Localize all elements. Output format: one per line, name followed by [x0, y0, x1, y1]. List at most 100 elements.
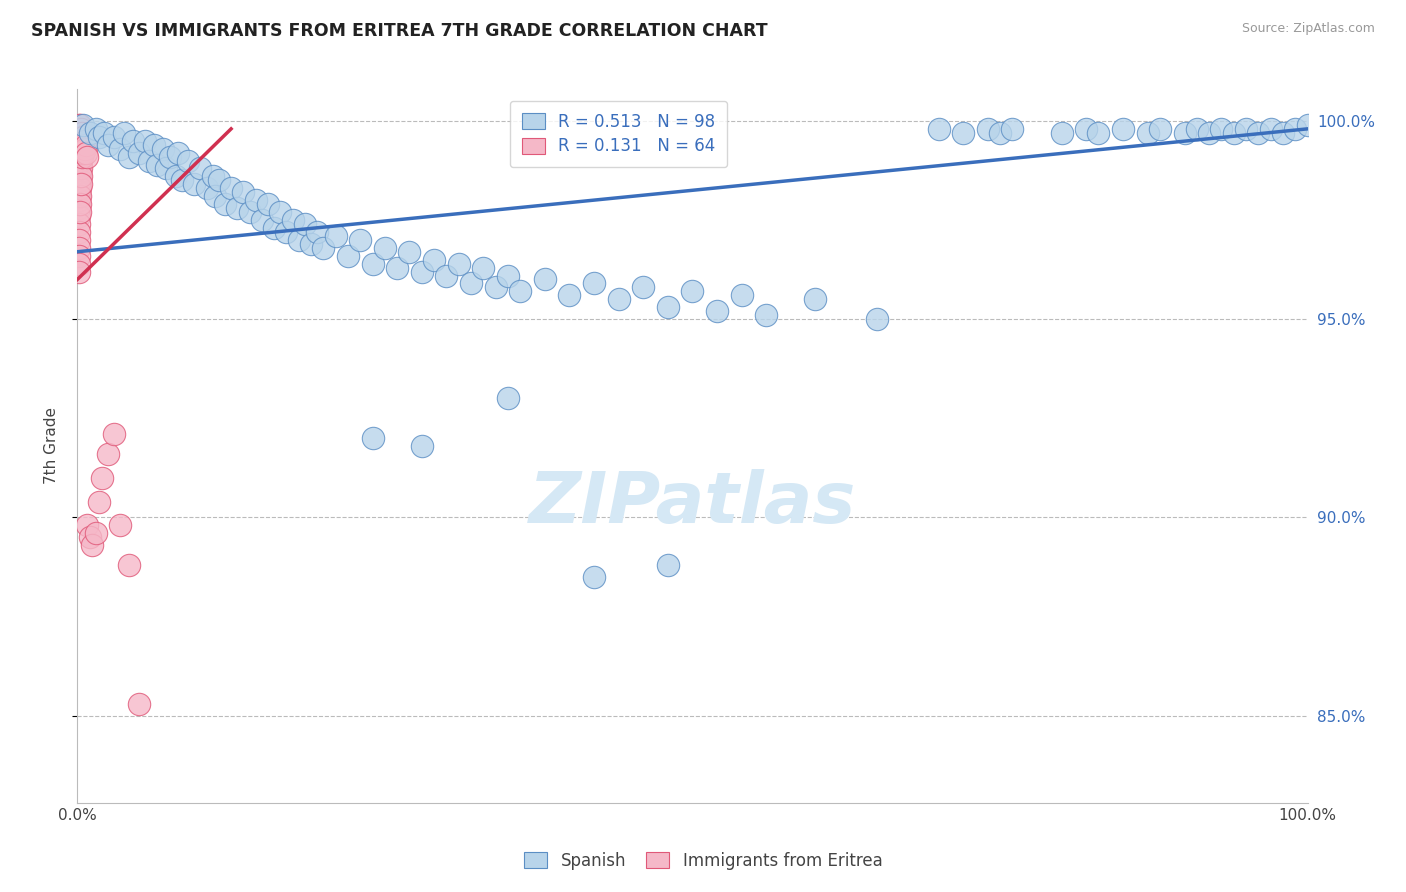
Point [138, 153, 160, 168]
Point [69, 142, 91, 156]
Point [1112, 121, 1135, 136]
Point [250, 213, 273, 227]
Point [67, 161, 90, 176]
Point [177, 153, 200, 168]
Point [76, 518, 98, 533]
Point [165, 169, 187, 184]
Point [70, 145, 93, 160]
Point [1174, 126, 1197, 140]
Point [928, 121, 950, 136]
Point [325, 228, 347, 243]
Point [195, 181, 218, 195]
Point [152, 142, 174, 156]
Point [159, 150, 181, 164]
Point [866, 312, 889, 326]
Point [755, 308, 778, 322]
Point [447, 257, 470, 271]
Point [423, 252, 446, 267]
Point [214, 197, 236, 211]
Point [558, 288, 581, 302]
Text: SPANISH VS IMMIGRANTS FROM ERITREA 7TH GRADE CORRELATION CHART: SPANISH VS IMMIGRANTS FROM ERITREA 7TH G… [31, 22, 768, 40]
Point [1149, 121, 1171, 136]
Y-axis label: 7th Grade: 7th Grade [44, 408, 59, 484]
Point [170, 173, 193, 187]
Point [67, 186, 90, 200]
Point [90, 471, 114, 485]
Point [72, 137, 94, 152]
Point [97, 447, 120, 461]
Point [682, 285, 704, 299]
Point [263, 221, 285, 235]
Point [118, 150, 141, 164]
Point [245, 193, 267, 207]
Point [385, 260, 409, 275]
Point [496, 392, 519, 406]
Point [72, 145, 94, 160]
Point [731, 288, 754, 302]
Point [70, 161, 93, 176]
Point [76, 150, 98, 164]
Point [70, 137, 93, 152]
Point [208, 173, 231, 187]
Point [509, 285, 531, 299]
Point [112, 126, 135, 140]
Point [1185, 121, 1208, 136]
Point [288, 233, 311, 247]
Point [70, 150, 93, 164]
Point [103, 129, 125, 144]
Point [1136, 126, 1159, 140]
Point [988, 126, 1011, 140]
Point [472, 260, 495, 275]
Point [952, 126, 974, 140]
Point [257, 197, 280, 211]
Point [281, 213, 304, 227]
Point [534, 272, 557, 286]
Point [70, 169, 93, 184]
Point [607, 293, 630, 307]
Point [361, 431, 384, 445]
Point [201, 169, 224, 184]
Point [69, 157, 91, 171]
Point [142, 137, 165, 152]
Point [276, 225, 298, 239]
Point [1198, 126, 1220, 140]
Point [299, 236, 322, 251]
Point [411, 439, 433, 453]
Point [204, 189, 226, 203]
Point [183, 178, 205, 192]
Point [70, 134, 93, 148]
Point [1247, 126, 1270, 140]
Point [110, 142, 132, 156]
Point [67, 217, 90, 231]
Point [67, 225, 90, 239]
Point [294, 217, 316, 231]
Point [226, 201, 249, 215]
Point [67, 137, 90, 152]
Text: ZIPatlas: ZIPatlas [529, 468, 856, 538]
Point [72, 118, 94, 132]
Point [1087, 126, 1109, 140]
Point [1211, 121, 1233, 136]
Point [67, 249, 90, 263]
Point [1050, 126, 1073, 140]
Point [69, 205, 91, 219]
Point [67, 153, 90, 168]
Point [84, 526, 107, 541]
Point [70, 126, 93, 140]
Point [583, 277, 606, 291]
Legend: R = 0.513   N = 98, R = 0.131   N = 64: R = 0.513 N = 98, R = 0.131 N = 64 [510, 101, 727, 167]
Point [436, 268, 458, 283]
Point [128, 145, 150, 160]
Point [977, 121, 1000, 136]
Point [232, 186, 254, 200]
Point [188, 161, 212, 176]
Point [239, 205, 262, 219]
Point [97, 137, 120, 152]
Point [121, 134, 143, 148]
Point [67, 118, 90, 132]
Point [75, 145, 97, 160]
Point [67, 126, 90, 140]
Point [69, 165, 91, 179]
Point [67, 178, 90, 192]
Point [69, 126, 91, 140]
